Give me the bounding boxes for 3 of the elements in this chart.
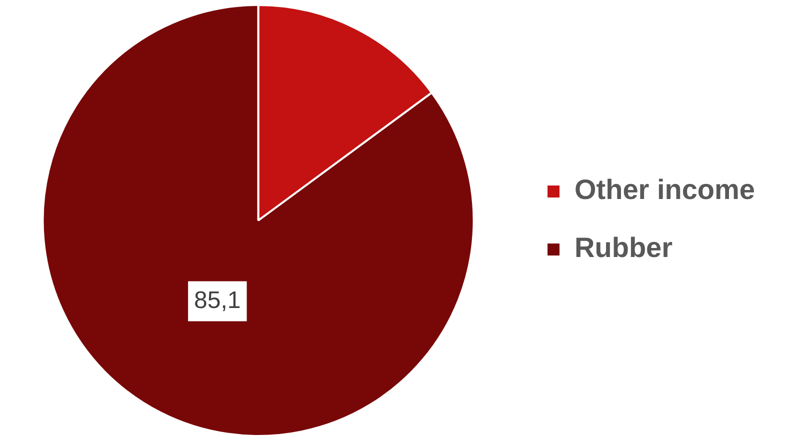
data-label: 85,1 bbox=[194, 286, 241, 314]
legend-label: Rubber bbox=[574, 232, 673, 264]
legend-label: Other income bbox=[574, 174, 755, 206]
